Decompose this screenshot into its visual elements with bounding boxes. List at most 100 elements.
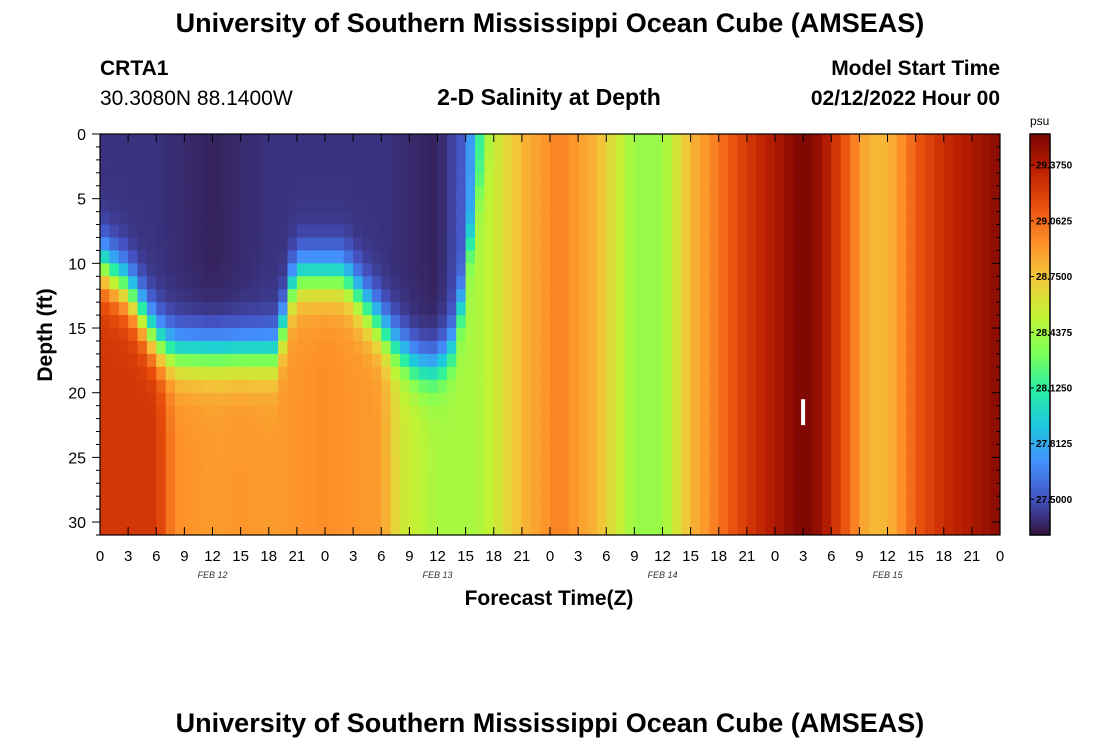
heatmap-cell	[475, 366, 485, 381]
heatmap-cell	[175, 250, 185, 264]
heatmap-cell	[268, 276, 279, 290]
heatmap-cell	[859, 418, 870, 433]
heatmap-cell	[306, 444, 317, 458]
heatmap-cell	[793, 418, 804, 433]
heatmap-cell	[709, 496, 720, 510]
heatmap-cell	[184, 302, 195, 316]
heatmap-cell	[578, 457, 589, 471]
heatmap-cell	[840, 509, 851, 523]
heatmap-cell	[793, 289, 804, 303]
y-axis-label: Depth (ft)	[34, 288, 57, 381]
heatmap-cell	[521, 457, 532, 471]
heatmap-cell	[371, 146, 382, 161]
heatmap-cell	[231, 211, 242, 226]
heatmap-cell	[465, 198, 476, 213]
heatmap-cell	[418, 405, 429, 420]
heatmap-cell	[793, 224, 804, 239]
heatmap-cell	[540, 198, 551, 213]
station-id: CRTA1	[100, 57, 169, 80]
heatmap-cell	[925, 237, 935, 252]
heatmap-cell	[503, 340, 514, 355]
heatmap-cell	[943, 185, 954, 200]
heatmap-cell	[193, 302, 204, 316]
heatmap-cell	[896, 509, 907, 523]
heatmap-cell	[325, 146, 335, 161]
heatmap-cell	[756, 483, 767, 497]
heatmap-cell	[681, 146, 692, 161]
heatmap-cell	[334, 146, 345, 161]
heatmap-cell	[250, 431, 260, 446]
heatmap-cell	[925, 159, 935, 174]
heatmap-cell	[793, 353, 804, 368]
heatmap-cell	[521, 211, 532, 226]
heatmap-cell	[850, 379, 860, 394]
heatmap-cell	[184, 185, 195, 200]
heatmap-cell	[493, 185, 504, 200]
heatmap-cell	[175, 224, 185, 239]
heatmap-cell	[409, 185, 420, 200]
heatmap-cell	[878, 289, 889, 303]
heatmap-cell	[409, 250, 420, 264]
heatmap-cell	[175, 302, 185, 316]
heatmap-cell	[343, 483, 354, 497]
heatmap-cell	[887, 405, 898, 420]
heatmap-cell	[100, 198, 110, 213]
heatmap-cell	[418, 276, 429, 290]
heatmap-cell	[606, 366, 617, 381]
heatmap-cell	[437, 431, 448, 446]
heatmap-cell	[700, 134, 710, 148]
heatmap-cell	[109, 431, 120, 446]
heatmap-cell	[606, 250, 617, 264]
heatmap-cell	[287, 431, 298, 446]
heatmap-cell	[934, 198, 945, 213]
heatmap-cell	[184, 470, 195, 484]
heatmap-cell	[643, 418, 654, 433]
heatmap-cell	[287, 185, 298, 200]
heatmap-cell	[521, 159, 532, 174]
heatmap-cell	[371, 418, 382, 433]
heatmap-cell	[700, 444, 710, 458]
heatmap-cell	[100, 509, 110, 523]
heatmap-cell	[709, 392, 720, 407]
heatmap-cell	[653, 134, 664, 148]
heatmap-cell	[109, 457, 120, 471]
heatmap-cell	[381, 405, 392, 420]
heatmap-cell	[765, 172, 776, 187]
heatmap-cell	[981, 172, 992, 187]
heatmap-cell	[146, 340, 157, 355]
heatmap-cell	[287, 134, 298, 148]
heatmap-cell	[887, 418, 898, 433]
heatmap-cell	[100, 340, 110, 355]
heatmap-cell	[681, 392, 692, 407]
heatmap-cell	[662, 366, 673, 381]
heatmap-cell	[578, 340, 589, 355]
heatmap-cell	[746, 418, 757, 433]
heatmap-cell	[784, 379, 795, 394]
heatmap-cell	[137, 146, 148, 161]
heatmap-cell	[934, 470, 945, 484]
heatmap-cell	[550, 237, 560, 252]
heatmap-cell	[915, 185, 926, 200]
heatmap-cell	[409, 340, 420, 355]
heatmap-cell	[718, 522, 729, 535]
heatmap-cell	[100, 172, 110, 187]
heatmap-cell	[906, 159, 917, 174]
heatmap-cell	[793, 457, 804, 471]
heatmap-cell	[775, 431, 785, 446]
heatmap-cell	[709, 444, 720, 458]
heatmap-cell	[212, 289, 223, 303]
heatmap-cell	[831, 263, 842, 277]
heatmap-cell	[643, 315, 654, 329]
heatmap-cell	[250, 328, 260, 342]
heatmap-cell	[400, 134, 410, 148]
heatmap-cell	[943, 224, 954, 239]
heatmap-cell	[793, 198, 804, 213]
heatmap-cell	[859, 302, 870, 316]
heatmap-cell	[550, 457, 560, 471]
heatmap-cell	[653, 340, 664, 355]
heatmap-cell	[259, 185, 270, 200]
heatmap-cell	[681, 211, 692, 226]
heatmap-cell	[109, 470, 120, 484]
heatmap-cell	[137, 263, 148, 277]
heatmap-cell	[568, 444, 579, 458]
